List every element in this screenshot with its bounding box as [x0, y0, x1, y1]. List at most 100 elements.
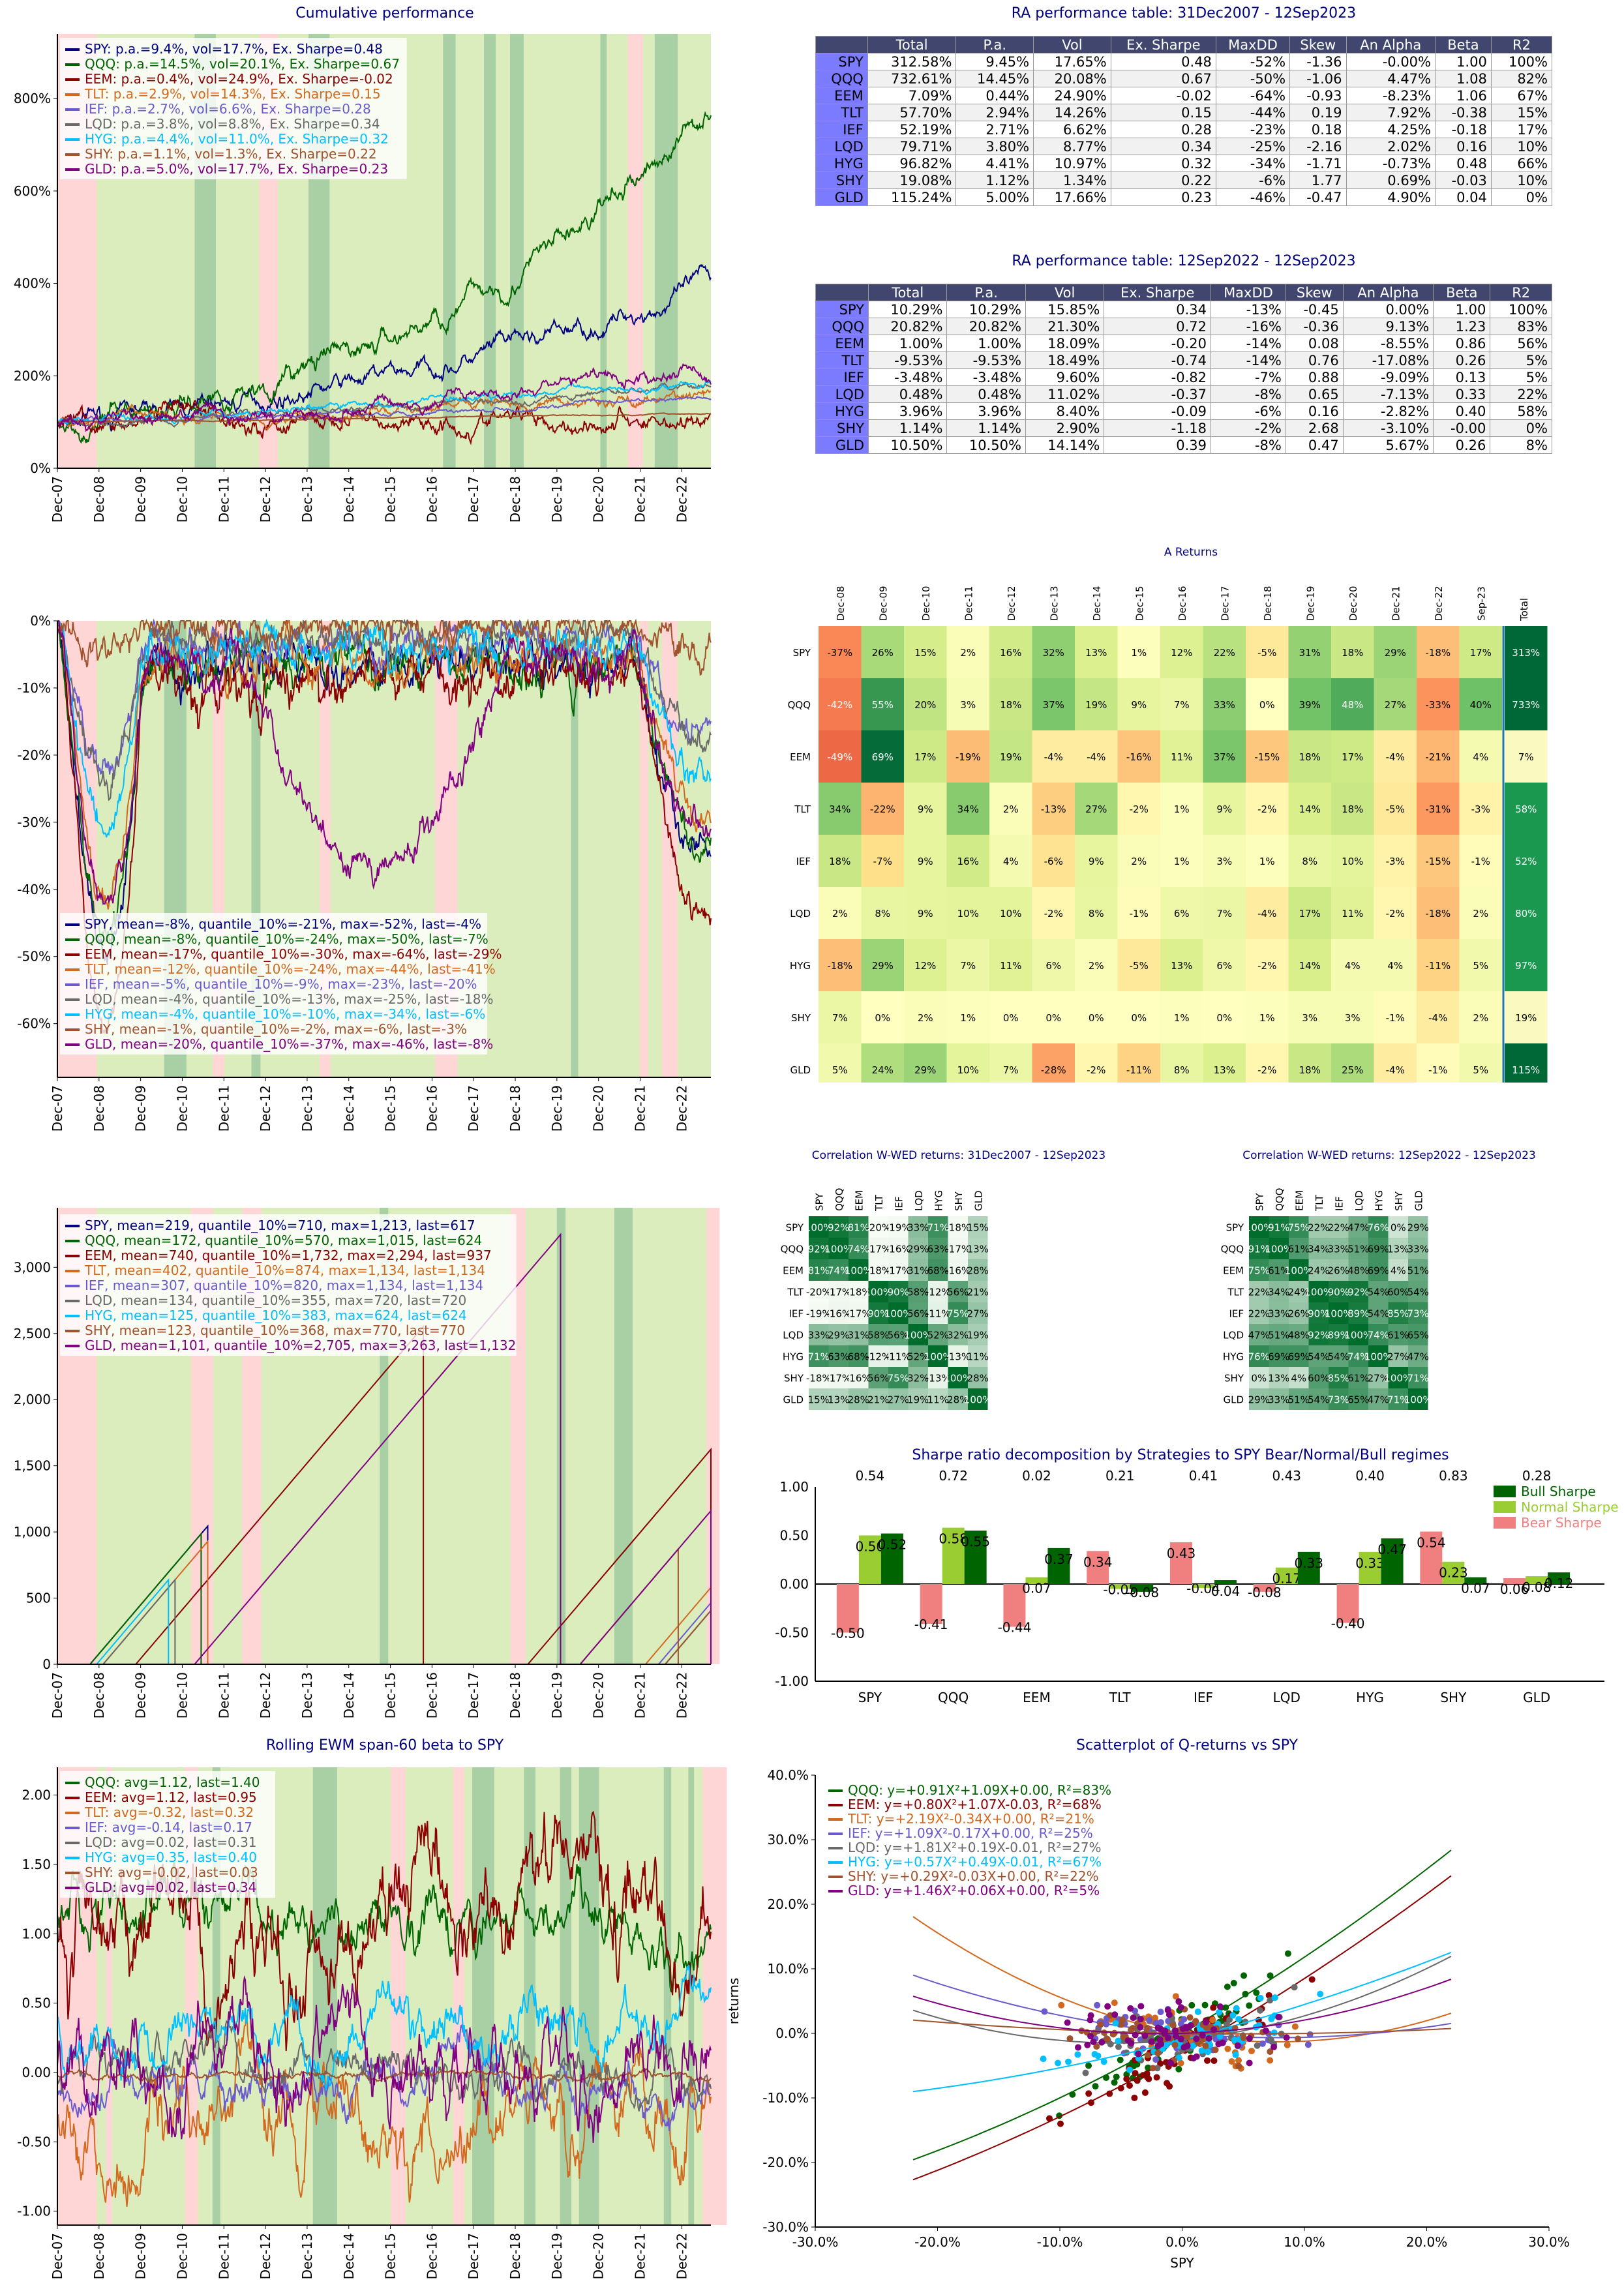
corr-cell	[1329, 1302, 1349, 1324]
corr-cell	[968, 1302, 988, 1324]
table-cell: -7.13%	[1342, 385, 1434, 403]
corr-col-label: IEF	[1333, 1196, 1345, 1211]
scatter-point	[1216, 2033, 1224, 2040]
corr-row-label: QQQ	[781, 1244, 804, 1255]
heatmap-cell	[861, 991, 904, 1043]
table-header: Vol	[1025, 284, 1105, 301]
corr-value: -12%	[865, 1351, 891, 1363]
heatmap-value: 1%	[1174, 856, 1190, 867]
beta-axes: -1.00 -0.50 0.00 0.50 1.00 1.50 2.00 Dec-07 Dec-…	[17, 1767, 711, 2279]
scatter-point	[1209, 2016, 1216, 2024]
corr-value: 33%	[1268, 1394, 1289, 1406]
table-cell: -1.71	[1289, 155, 1347, 172]
corr1-title: Correlation W-WED returns: 31Dec2007 - 1…	[812, 1149, 1105, 1162]
x-tick-label: Dec-10	[174, 1085, 190, 1131]
heatmap-value: -2%	[1044, 908, 1063, 920]
scatter-point	[1268, 2015, 1275, 2022]
scatter-point	[1284, 1950, 1291, 1957]
heatmap-cell	[946, 730, 989, 783]
heatmap-cell	[946, 783, 989, 835]
corr-cell	[1329, 1388, 1349, 1410]
scatter-point	[1198, 2047, 1205, 2054]
corr-cell	[968, 1324, 988, 1345]
scatter-point	[1149, 2065, 1156, 2072]
table-cell: 0.65	[1285, 385, 1344, 403]
corr2-title: Correlation W-WED returns: 12Sep2022 - 1…	[1242, 1149, 1536, 1162]
table-cell: 20.08%	[1033, 70, 1111, 87]
table-cell: 4.41%	[955, 155, 1034, 172]
scatter-point	[1082, 2069, 1089, 2076]
heatmap-cell	[1374, 626, 1417, 678]
table-cell: 4.25%	[1346, 121, 1436, 138]
legend-entry: TLT: y=+2.19X²-0.34X+0.00, R²=21%	[847, 1811, 1094, 1827]
corr-cell	[888, 1238, 909, 1259]
scatter-point	[1158, 2041, 1165, 2048]
corr-cell	[1348, 1281, 1368, 1302]
table-header	[815, 36, 868, 53]
table-cell: -3.48%	[946, 368, 1026, 386]
heatmap-col-label: Dec-08	[835, 586, 847, 621]
corr-cell	[1308, 1345, 1329, 1367]
heatmap-col-label: Dec-09	[877, 586, 889, 621]
y-tick-label: -40%	[17, 882, 51, 897]
heatmap-value: 37%	[1043, 699, 1064, 711]
corr-value: 69%	[1288, 1351, 1310, 1363]
heatmap-value: 2%	[918, 1012, 933, 1024]
heatmap-cell	[904, 835, 947, 887]
corr-cell	[868, 1367, 888, 1388]
corr-cell	[968, 1345, 988, 1367]
heatmap-value: 1%	[1131, 647, 1147, 659]
bar-value-label: -0.08	[1125, 1585, 1159, 1600]
x-tick-label: Dec-20	[591, 476, 607, 522]
heatmap-cell	[1459, 783, 1502, 835]
heatmap-value: 26%	[872, 647, 894, 659]
table-cell: -17.08%	[1342, 352, 1434, 369]
heatmap-value: 1%	[1259, 856, 1275, 867]
table-cell: 66%	[1490, 155, 1553, 172]
x-tick-label: EEM	[1023, 1690, 1051, 1705]
corr-col-label: TLT	[1314, 1195, 1325, 1212]
heatmap-value: -3%	[1471, 803, 1490, 815]
scatter-point	[1175, 1998, 1182, 2005]
corr-cell	[1308, 1281, 1329, 1302]
y-tick-label: 600%	[14, 183, 51, 199]
regime-band	[600, 34, 607, 468]
bar-value-label: 0.08	[1522, 1579, 1552, 1595]
table-cell: 5%	[1490, 368, 1552, 386]
table-cell: 115.24%	[867, 188, 957, 206]
corr-cell	[849, 1345, 869, 1367]
heatmap-cell	[1032, 678, 1075, 730]
x-tick-label: Dec-10	[174, 476, 190, 522]
heatmap-value: 10%	[1000, 908, 1021, 920]
corr-row-label: SHY	[784, 1373, 804, 1384]
heatmap-col-label: Dec-18	[1262, 586, 1274, 621]
y-tick-label: -10.0%	[762, 2090, 809, 2106]
legend-entry: TLT: p.a.=2.9%, vol=14.3%, Ex. Sharpe=0.…	[84, 86, 381, 102]
heatmap-col-label: Dec-22	[1433, 586, 1445, 621]
table-header: Beta	[1433, 284, 1491, 301]
legend-entry: LQD: y=+1.81X²+0.19X-0.01, R²=27%	[848, 1840, 1102, 1855]
heatmap-value: -1%	[1428, 1064, 1447, 1076]
heatmap-cell	[1459, 835, 1502, 887]
heatmap-cell	[861, 626, 904, 678]
heatmap-value: 0%	[875, 1012, 890, 1024]
scatter-point	[1193, 2035, 1200, 2042]
y-tick-label: 0.50	[779, 1528, 809, 1544]
y-tick-label: 200%	[14, 368, 51, 383]
corr-value: 69%	[1268, 1351, 1289, 1363]
row-label: HYG	[815, 402, 869, 420]
corr-value: -20%	[865, 1222, 891, 1234]
heatmap-cell	[1075, 783, 1118, 835]
legend-entry: LQD: p.a.=3.8%, vol=8.8%, Ex. Sharpe=0.3…	[85, 116, 380, 132]
heatmap-value: 2%	[1003, 803, 1019, 815]
cum-title: Cumulative performance	[295, 5, 474, 22]
heatmap-row-label: EEM	[790, 751, 811, 763]
table-cell: 2.68	[1285, 419, 1344, 437]
y-tick-label: 0%	[30, 460, 51, 476]
heatmap-value: 0%	[1003, 1012, 1019, 1024]
table-cell: 1.14%	[946, 419, 1026, 437]
y-axis-label: returns	[726, 1978, 742, 2025]
x-tick-label: Dec-14	[341, 476, 357, 522]
scatter-point	[1317, 1990, 1324, 1997]
table-cell: 15.85%	[1025, 301, 1105, 318]
